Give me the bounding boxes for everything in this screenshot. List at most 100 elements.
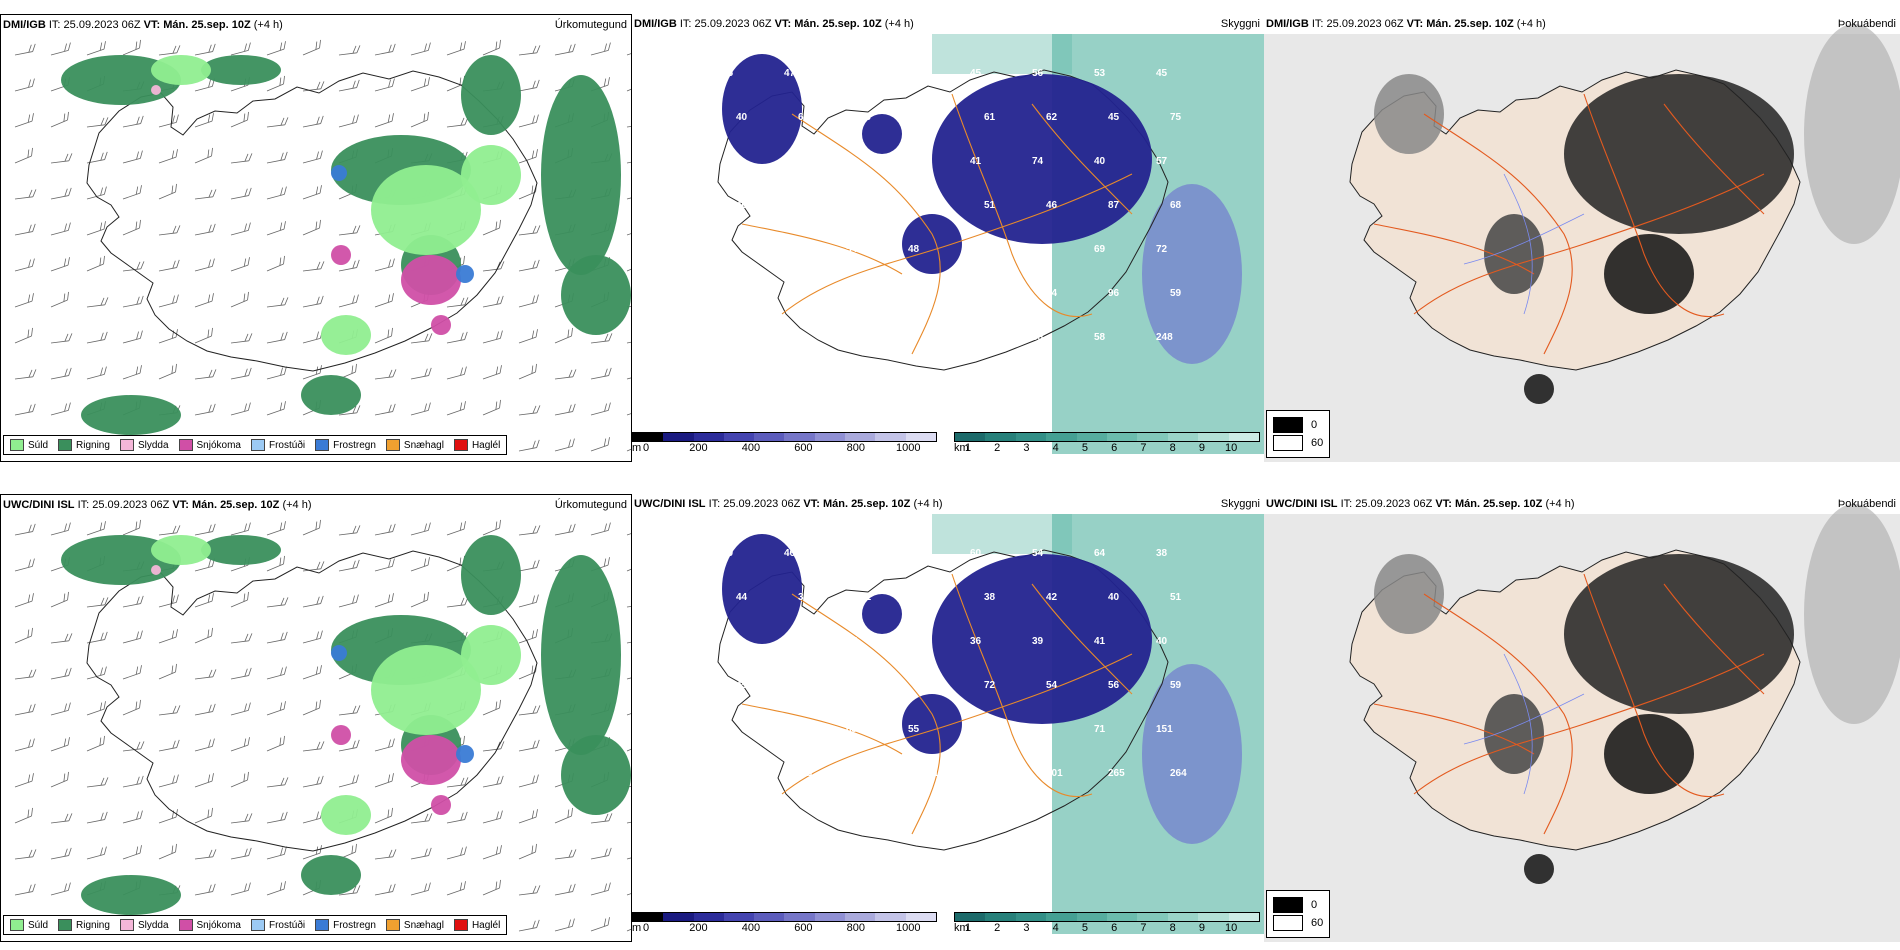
visibility-label: 38 bbox=[1156, 548, 1168, 559]
road bbox=[781, 173, 1133, 315]
wind-barb bbox=[194, 523, 216, 536]
wind-barb bbox=[626, 48, 631, 56]
wind-barb bbox=[482, 330, 503, 344]
wind-barb bbox=[266, 401, 286, 416]
wind-barb bbox=[626, 304, 631, 308]
precip-area bbox=[561, 255, 631, 335]
visibility-label: 56 bbox=[1108, 680, 1120, 691]
visibility-label: 62 bbox=[1046, 112, 1058, 123]
wind-barb bbox=[302, 741, 325, 752]
wind-barb bbox=[266, 631, 288, 644]
wind-barb bbox=[482, 295, 504, 308]
wind-barb bbox=[338, 114, 359, 128]
model-name: UWC/DINI ISL bbox=[3, 499, 75, 511]
visibility-label: 264 bbox=[1170, 768, 1187, 779]
precip-area bbox=[456, 265, 474, 283]
wind-barb bbox=[302, 39, 321, 56]
precip-areas bbox=[61, 55, 631, 435]
wind-barb bbox=[86, 631, 108, 644]
wind-barb bbox=[14, 738, 35, 752]
visibility-label: 64 bbox=[1094, 548, 1106, 559]
wind-barb bbox=[158, 525, 181, 536]
scale-swatch bbox=[1198, 913, 1229, 921]
wind-barb bbox=[14, 327, 33, 344]
precip-area bbox=[331, 645, 347, 661]
wind-barb bbox=[518, 363, 537, 380]
wind-barb bbox=[266, 666, 287, 680]
wind-barb bbox=[302, 699, 321, 716]
model-name: UWC/DINI ISL bbox=[634, 498, 706, 510]
low-vis-area bbox=[902, 214, 962, 274]
panel-title: Úrkomutegund bbox=[554, 19, 627, 31]
model-name: DMI/IGB bbox=[3, 19, 46, 31]
visibility-label: 41 bbox=[970, 156, 982, 167]
wind-barb bbox=[338, 885, 361, 896]
legend-item: Snæhagl bbox=[385, 919, 444, 931]
fog-index-map bbox=[1264, 504, 1900, 942]
scale-tick: 5 bbox=[1081, 922, 1089, 934]
wind-barb bbox=[626, 83, 631, 92]
wind-barb bbox=[446, 597, 469, 608]
visibility-label: 103 bbox=[846, 332, 863, 343]
wind-barb bbox=[14, 147, 33, 164]
wind-barb bbox=[14, 883, 36, 896]
wind-barb bbox=[482, 810, 503, 824]
wind-barb bbox=[86, 297, 109, 308]
fog-index-map bbox=[1264, 24, 1900, 462]
wind-barb bbox=[14, 593, 34, 608]
wind-barb bbox=[266, 75, 285, 92]
panel-title: Þokuábendi bbox=[1837, 498, 1896, 510]
scale-swatch bbox=[693, 913, 724, 921]
wind-barb bbox=[50, 402, 71, 416]
precip-area bbox=[461, 55, 521, 135]
legend-item: Rigning bbox=[58, 919, 110, 931]
wind-barb bbox=[230, 187, 252, 200]
legend-swatch bbox=[178, 439, 193, 451]
elevation-scale: m 0 200 400 600 800 1000 bbox=[632, 912, 937, 936]
road bbox=[791, 593, 941, 835]
low-vis-area bbox=[722, 534, 802, 644]
road bbox=[1423, 113, 1573, 355]
visibility-label: 47 bbox=[722, 724, 734, 735]
sea-vis-patch bbox=[1142, 664, 1242, 844]
wind-barb bbox=[194, 738, 215, 752]
wind-barb bbox=[122, 115, 144, 128]
legend-swatch bbox=[453, 919, 468, 931]
visibility-label: 81 bbox=[908, 68, 920, 79]
wind-barb bbox=[482, 775, 504, 788]
wind-barb bbox=[482, 741, 505, 752]
wind-barb bbox=[266, 331, 288, 344]
visibility-label: 41 bbox=[860, 592, 872, 603]
visibility-label: 45 bbox=[970, 68, 982, 79]
wind-barb bbox=[194, 773, 214, 788]
scale-swatch bbox=[1137, 433, 1168, 441]
wind-barb bbox=[86, 701, 106, 716]
precip-area bbox=[201, 535, 281, 565]
road bbox=[951, 573, 1093, 798]
wind-barb bbox=[158, 225, 181, 236]
wind-barb bbox=[158, 294, 179, 308]
scale-swatch bbox=[875, 433, 906, 441]
lead-time: (+4 h) bbox=[253, 19, 283, 31]
wind-barb bbox=[14, 43, 36, 56]
wind-barb bbox=[50, 667, 72, 680]
wind-barb bbox=[518, 739, 540, 752]
precip-area bbox=[371, 645, 481, 735]
wind-barb bbox=[446, 521, 466, 536]
wind-barb bbox=[86, 521, 106, 536]
legend-swatch bbox=[119, 919, 134, 931]
wind-barb bbox=[194, 807, 213, 824]
scale-swatch bbox=[1107, 433, 1138, 441]
wind-barb bbox=[194, 223, 216, 236]
legend-item: Frostúði bbox=[250, 439, 305, 451]
road bbox=[1031, 583, 1133, 695]
wind-barb bbox=[374, 593, 394, 608]
wind-barb bbox=[374, 403, 396, 416]
wind-barb bbox=[230, 333, 253, 344]
wind-barb bbox=[194, 593, 214, 608]
visibility-label: 60 bbox=[970, 548, 982, 559]
scale-tick: 600 bbox=[794, 922, 813, 934]
road bbox=[1583, 93, 1725, 318]
low-vis-area bbox=[862, 114, 902, 154]
scale-tick: 800 bbox=[846, 922, 866, 934]
